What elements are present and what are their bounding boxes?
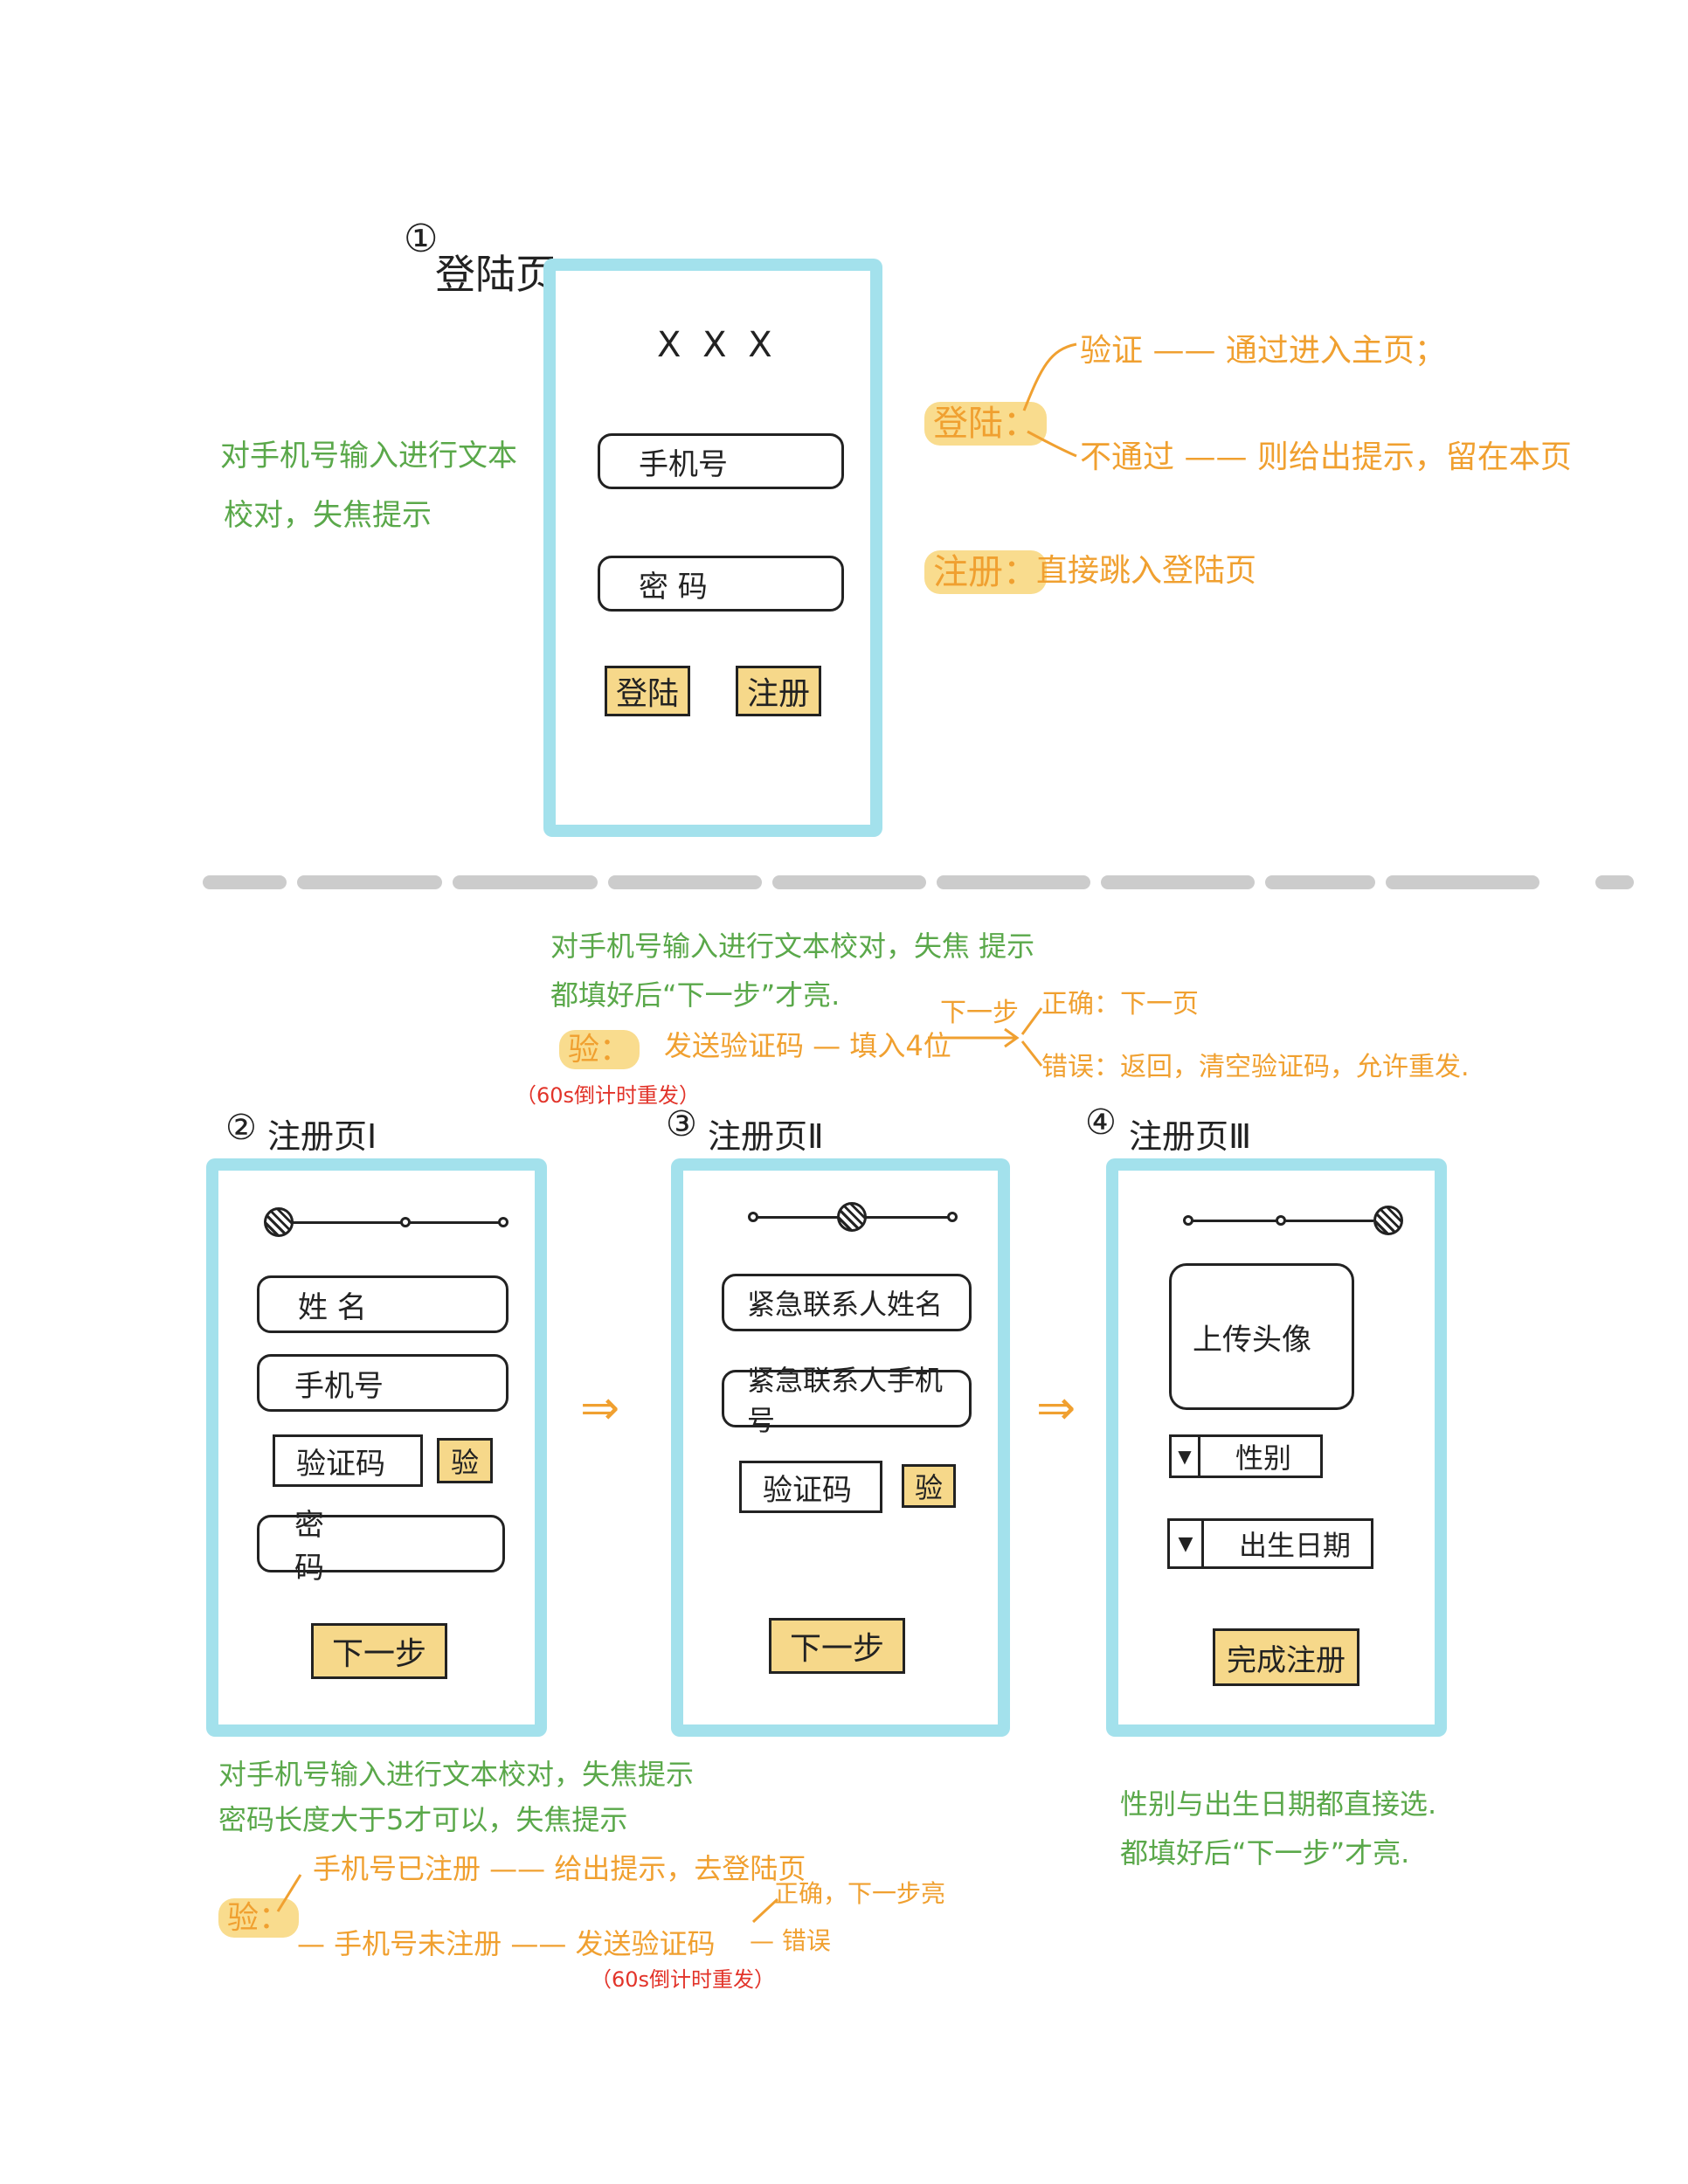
reg2-step-3-indicator [947, 1212, 958, 1222]
reg3-gender-select[interactable]: ▼ 性别 [1169, 1434, 1323, 1478]
reg1-next-button[interactable]: 下一步 [311, 1623, 447, 1679]
reg3-finish-button[interactable]: 完成注册 [1213, 1628, 1359, 1686]
login-left-note-2: 校对，失焦提示 [224, 498, 432, 533]
bottom-branch-line [276, 1874, 302, 1912]
reg2-number: ③ [666, 1104, 697, 1144]
reg3-phone-frame: 上传头像 ▼ 性别 ▼ 出生日期 完成注册 [1106, 1158, 1447, 1737]
right-note-2: 都填好后“下一步”才亮. [1120, 1836, 1410, 1870]
mid-note-1: 对手机号输入进行文本校对，失焦 提示 [550, 930, 1035, 963]
dropdown-triangle-icon: ▼ [1170, 1521, 1204, 1566]
bottom-note-2: 密码长度大于5才可以，失焦提示 [218, 1803, 628, 1836]
rule-register-label-text: 注册： [924, 550, 1047, 594]
reg1-step-1-indicator [264, 1207, 294, 1237]
login-left-note-1: 对手机号输入进行文本 [220, 439, 517, 473]
section-divider [203, 875, 1688, 889]
bottom-note-1: 对手机号输入进行文本校对，失焦提示 [218, 1758, 695, 1791]
reg3-gender-label: 性别 [1235, 1441, 1292, 1475]
reg1-progress-line [292, 1221, 507, 1224]
rule-login-label-text: 登陆： [924, 402, 1047, 446]
login-section-title: 登陆页 [435, 251, 556, 298]
rule-branch-lines [1022, 342, 1077, 458]
rule-register: 直接跳入登陆页 [1036, 553, 1257, 589]
reg2-code-input[interactable]: 验证码 [739, 1461, 882, 1513]
bottom-correct-line [751, 1897, 779, 1924]
reg3-birthday-select[interactable]: ▼ 出生日期 [1167, 1518, 1373, 1569]
reg3-birthday-label: 出生日期 [1239, 1529, 1352, 1562]
reg1-title: 注册页Ⅰ [267, 1117, 377, 1156]
rule-register-label: 注册： [924, 543, 1047, 594]
mid-verify-label-text: 验： [559, 1030, 640, 1069]
reg1-name-input[interactable]: 姓 名 [257, 1275, 508, 1333]
reg3-number: ④ [1085, 1102, 1117, 1143]
reg1-password-input[interactable]: 密 码 [257, 1508, 505, 1586]
arrow-2: ⇒ [1036, 1380, 1076, 1435]
reg3-avatar-upload[interactable]: 上传头像 [1169, 1263, 1354, 1410]
bottom-wrong: — 错误 [750, 1926, 831, 1955]
reg1-step-2-indicator [400, 1217, 411, 1227]
reg2-step-1-indicator [748, 1212, 758, 1222]
mid-verify-flow: 发送验证码 — 填入4位 [664, 1029, 951, 1062]
reg3-step-3-indicator [1373, 1206, 1403, 1235]
reg3-step-1-indicator [1183, 1215, 1193, 1226]
mid-countdown: （60s倒计时重发） [515, 1083, 701, 1108]
reg3-title: 注册页Ⅲ [1129, 1117, 1252, 1156]
reg2-phone-frame: 紧急联系人姓名 紧急联系人手机号 验证码 验 下一步 [671, 1158, 1010, 1737]
login-button[interactable]: 登陆 [605, 666, 690, 716]
password-input[interactable]: 密 码 [598, 556, 844, 612]
arrow-1: ⇒ [580, 1380, 620, 1435]
mid-correct: 正确：下一页 [1041, 989, 1199, 1019]
reg2-contact-phone-input[interactable]: 紧急联系人手机号 [722, 1364, 972, 1437]
rule-pass: 验证 —— 通过进入主页； [1080, 333, 1446, 369]
reg2-next-button[interactable]: 下一步 [769, 1618, 905, 1674]
mid-note-2: 都填好后“下一步”才亮. [550, 978, 841, 1012]
reg1-verify-button[interactable]: 验 [437, 1438, 493, 1483]
app-title: X X X [657, 325, 778, 365]
reg1-code-input[interactable]: 验证码 [273, 1434, 423, 1487]
reg2-title: 注册页Ⅱ [708, 1117, 824, 1156]
rule-fail: 不通过 —— 则给出提示，留在本页 [1080, 439, 1572, 475]
reg1-phone-frame: 姓 名 手机号 验证码 验 密 码 下一步 [206, 1158, 547, 1737]
mid-next-label: 下一步 [940, 998, 1019, 1028]
right-note-1: 性别与出生日期都直接选. [1120, 1787, 1437, 1821]
reg2-verify-button[interactable]: 验 [902, 1464, 956, 1508]
login-section-number: ① [404, 217, 439, 261]
phone-input[interactable]: 手机号 [598, 433, 844, 489]
login-phone-frame: X X X 手机号 密 码 登陆 注册 [543, 259, 882, 837]
reg1-phone-input[interactable]: 手机号 [257, 1354, 508, 1412]
mid-wrong: 错误：返回，清空验证码，允许重发. [1041, 1052, 1470, 1082]
bottom-not-registered: — 手机号未注册 —— 发送验证码 [297, 1927, 716, 1960]
dropdown-triangle-icon: ▼ [1172, 1437, 1200, 1476]
reg3-step-2-indicator [1276, 1215, 1286, 1226]
bottom-registered: 手机号已注册 —— 给出提示，去登陆页 [313, 1852, 806, 1885]
register-button[interactable]: 注册 [736, 666, 821, 716]
reg2-contact-name-input[interactable]: 紧急联系人姓名 [722, 1274, 972, 1331]
mid-branch-lines [1020, 1007, 1043, 1067]
rule-login-label: 登陆： [924, 395, 1047, 446]
reg2-step-2-indicator [837, 1202, 867, 1232]
reg1-step-3-indicator [498, 1217, 508, 1227]
bottom-verify-label-text: 验： [218, 1898, 300, 1938]
bottom-verify-label: 验： [218, 1892, 300, 1938]
mid-verify-label: 验： [559, 1024, 640, 1069]
mid-next-arrow [928, 1027, 1020, 1048]
reg1-number: ② [225, 1108, 257, 1148]
bottom-correct: 正确，下一步亮 [774, 1879, 946, 1908]
bottom-countdown: （60s倒计时重发） [591, 1967, 776, 1992]
reg3-avatar-label: 上传头像 [1193, 1322, 1311, 1358]
